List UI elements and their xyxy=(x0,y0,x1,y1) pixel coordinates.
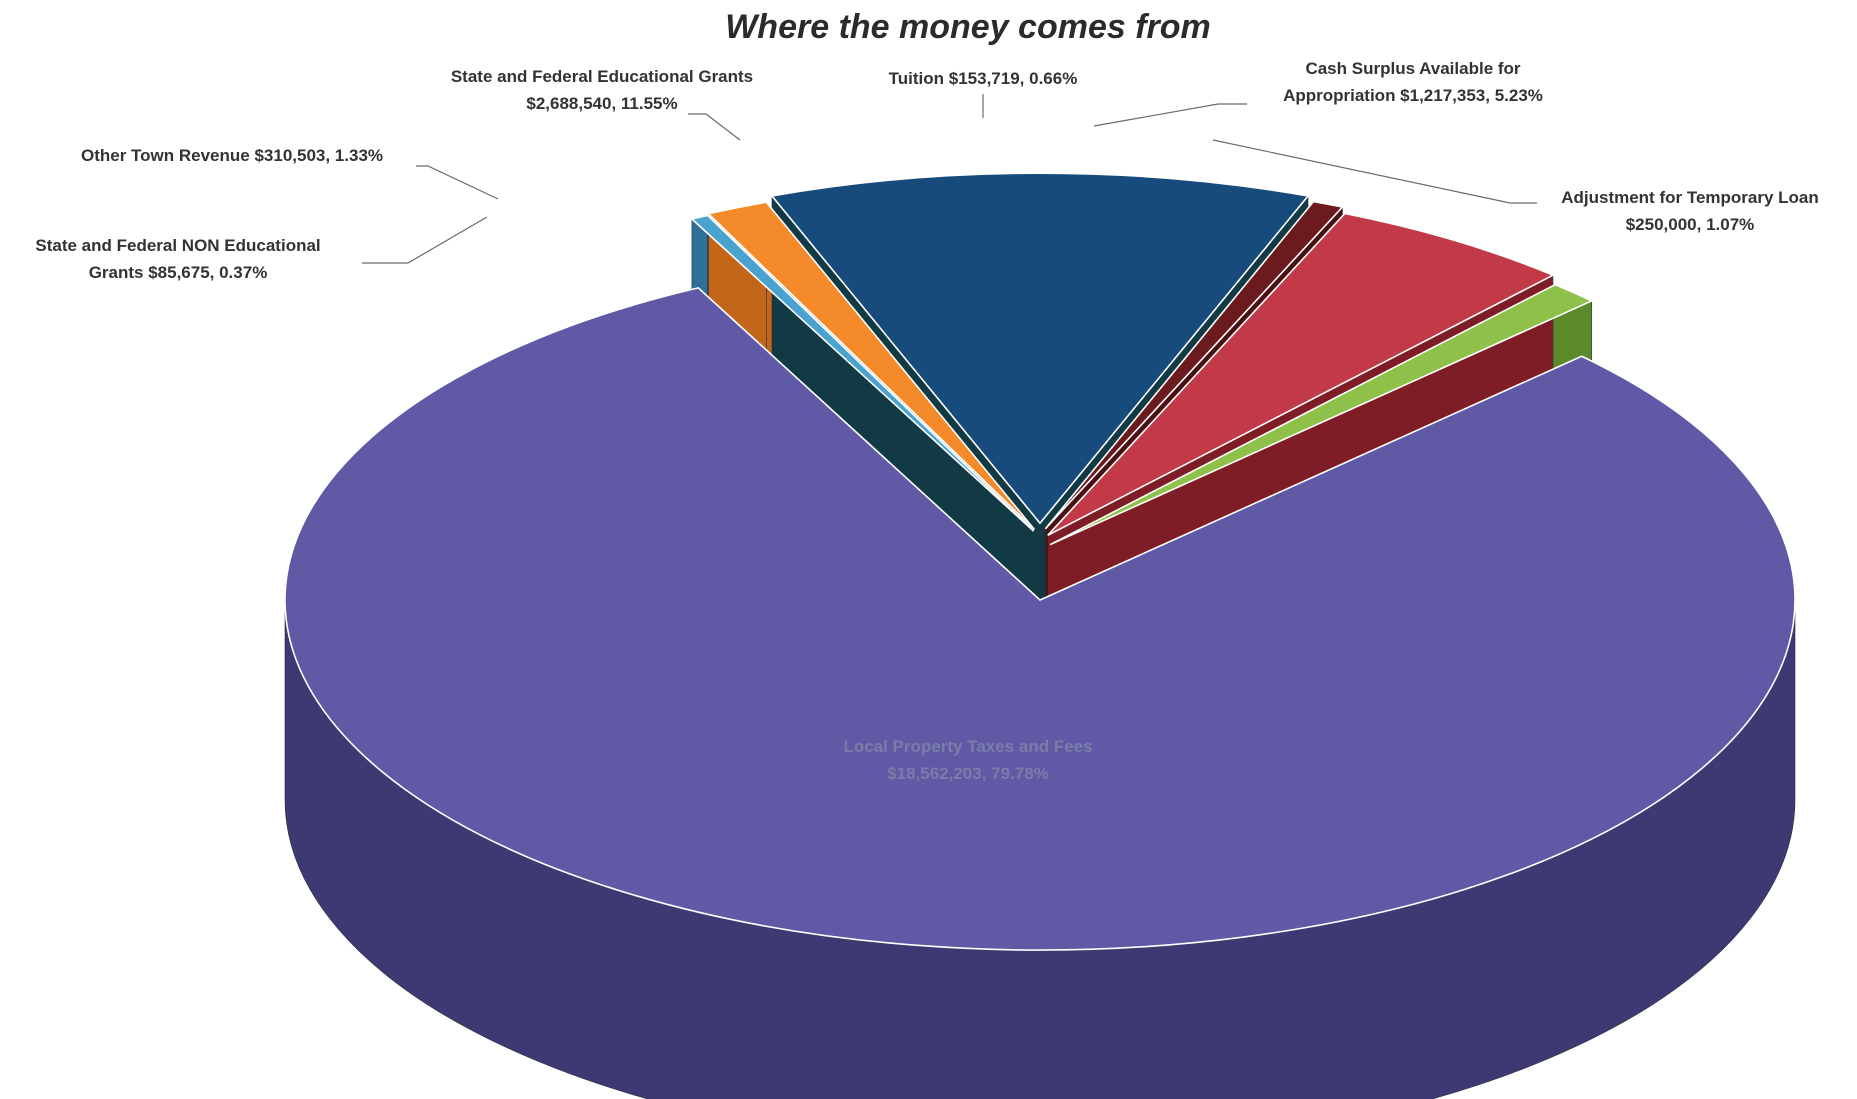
slice-other-town-revenue xyxy=(706,201,1035,530)
chart-title: Where the money comes from xyxy=(725,8,1211,46)
slice-label-line: Appropriation $1,217,353, 5.23% xyxy=(1283,86,1543,105)
leader-line-educational-grants xyxy=(688,113,741,141)
slice-label-line: $250,000, 1.07% xyxy=(1626,215,1755,234)
slice-temporary-loan xyxy=(1049,283,1594,546)
slice-educational-grants xyxy=(770,172,1310,525)
slice-tuition xyxy=(1044,200,1345,530)
slice-label-line: State and Federal Educational Grants xyxy=(451,67,753,86)
slice-label-line: Adjustment for Temporary Loan xyxy=(1561,188,1819,207)
slice-label-line: $18,562,203, 79.78% xyxy=(887,764,1049,783)
slice-cash-surplus xyxy=(1047,212,1555,537)
slice-label-line: $2,688,540, 11.55% xyxy=(526,94,677,113)
leader-line-non-educational-grants xyxy=(362,216,488,264)
slice-label-cash-surplus: Cash Surplus Available for Appropriation … xyxy=(1283,59,1543,105)
slice-label-non-educational-grants: State and Federal NON Educational Grants … xyxy=(35,236,320,282)
slice-label-line: Tuition $153,719, 0.66% xyxy=(889,69,1078,88)
slice-label-line: Grants $85,675, 0.37% xyxy=(89,263,268,282)
leader-line-cash-surplus xyxy=(1093,103,1247,127)
slice-labels: Adjustment for Temporary Loan $250,000, 1… xyxy=(35,59,1818,783)
slice-local-property-taxes xyxy=(284,287,1796,951)
leader-line-temporary-loan xyxy=(1212,139,1537,204)
label-leaders xyxy=(362,94,1537,264)
slice-label-other-town-revenue: Other Town Revenue $310,503, 1.33% xyxy=(81,146,383,165)
slice-label-tuition: Tuition $153,719, 0.66% xyxy=(889,69,1078,88)
slice-label-line: Cash Surplus Available for xyxy=(1305,59,1520,78)
pie-slices xyxy=(284,172,1796,1099)
leader-line-other-town-revenue xyxy=(416,165,499,200)
slice-label-educational-grants: State and Federal Educational Grants $2,6… xyxy=(451,67,753,113)
slice-label-line: Other Town Revenue $310,503, 1.33% xyxy=(81,146,383,165)
slice-label-line: Local Property Taxes and Fees xyxy=(843,737,1092,756)
slice-label-line: State and Federal NON Educational xyxy=(35,236,320,255)
slice-label-temporary-loan: Adjustment for Temporary Loan $250,000, 1… xyxy=(1561,188,1819,234)
slice-label-local-property-taxes: Local Property Taxes and Fees $18,562,203… xyxy=(843,737,1092,783)
slice-non-educational-grants xyxy=(690,214,1035,532)
